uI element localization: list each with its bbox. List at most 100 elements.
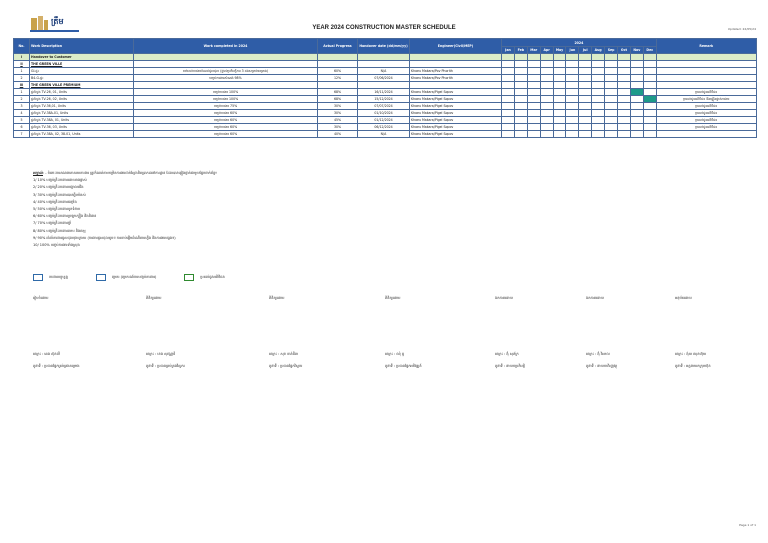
month-cell (629, 67, 644, 75)
month-header: Mar (526, 46, 541, 54)
row-progress: 30% (317, 123, 358, 131)
month-header: Aug (591, 46, 606, 54)
group-row: I Handover to Customer (13, 53, 757, 61)
row-progress: 30% (317, 102, 358, 110)
empty-cell (513, 60, 528, 68)
legend-label: ប្រគល់ជូនអតិថិជន (200, 275, 225, 279)
row-engineer: Khoeu Makara/Pigel Sopov (409, 88, 502, 96)
row-description: ផ្ទះល្វែង TV-26, 02, Units (29, 95, 134, 103)
row-engineer: Khoeu Makara/Pigel Sopov (409, 130, 502, 138)
row-no: III (13, 81, 30, 89)
group-row: III THE GREEN VILLE PREMIUM (13, 81, 757, 89)
month-cell (642, 102, 657, 110)
month-cell (513, 130, 528, 138)
empty-cell (317, 53, 358, 61)
row-engineer: Khoeu Makara/Pigel Sopov (409, 109, 502, 117)
note-item: 3/ 30% បញ្ចប់គ្រឹះការងារបាតធ្នឹមកំពស់ (33, 192, 86, 197)
month-cell (513, 74, 528, 82)
page-title: YEAR 2024 CONSTRUCTION MASTER SCHEDULE (312, 25, 456, 31)
empty-cell (578, 53, 593, 61)
month-cell (501, 130, 515, 138)
month-cell (629, 102, 644, 110)
note-item: 6/ 60% បញ្ចប់គ្រឹះការងារក្រឡាក្បឿង និងពិ… (33, 214, 97, 219)
month-cell (552, 109, 567, 117)
row-completed: បញ្ចប់ការងារ 60% (133, 109, 318, 117)
row-handover: 16/11/2024 (357, 88, 410, 96)
header-work-description: Work Description (29, 38, 134, 54)
month-cell (629, 116, 644, 124)
empty-cell (578, 81, 593, 89)
empty-cell (357, 60, 410, 68)
month-cell (591, 95, 606, 103)
schedule-bar (642, 95, 657, 103)
signature-name: ឈ្មោះ : ឆេង ស៊ុនលី (33, 352, 60, 356)
updated-date: Updated: 22/05/24 (727, 27, 756, 31)
signature-role: ពិនិត្យដោយ (269, 296, 285, 300)
signature-name: ឈ្មោះ : ឈុំ ឌួ (385, 352, 405, 356)
empty-cell (539, 60, 554, 68)
empty-cell (655, 60, 757, 68)
month-header: Jul (578, 46, 593, 54)
row-description: GI-ផ្ទះ (29, 67, 134, 75)
month-cell (565, 102, 580, 110)
row-progress: 12% (317, 74, 358, 82)
month-cell (591, 109, 606, 117)
empty-cell (133, 60, 318, 68)
month-cell (539, 74, 554, 82)
signature-title: តួនាទី : ប្រធានផ្នែកអភិវឌ្ឍន៍ (385, 364, 422, 368)
month-cell (604, 109, 619, 117)
month-cell (565, 109, 580, 117)
month-cell (513, 116, 528, 124)
month-cell (501, 116, 515, 124)
month-cell (526, 109, 541, 117)
row-description: ផ្ទះល្វែង TV-38A, 02, 38-01, Units (29, 130, 134, 138)
header-actual-progress: Actual Progress (317, 38, 358, 54)
empty-cell (357, 53, 410, 61)
row-remark (655, 67, 757, 75)
row-no: 1 (13, 88, 30, 96)
row-remark: ប្រគល់ជូនអតិថិជន (655, 88, 757, 96)
empty-cell (617, 53, 631, 61)
row-completed: បញ្ចប់ការងារ 60% (133, 130, 318, 138)
empty-cell (655, 81, 757, 89)
month-cell (526, 123, 541, 131)
empty-cell (655, 53, 757, 61)
month-cell (591, 130, 606, 138)
month-cell (539, 88, 554, 96)
schedule-table: No. Work Description Work completed in 2… (13, 38, 757, 138)
row-remark: ប្រគល់ជូនអតិថិជន (655, 102, 757, 110)
month-cell (501, 67, 515, 75)
month-cell (526, 116, 541, 124)
row-remark: ប្រគល់ជូនអតិថិជន (655, 123, 757, 131)
signature-title: តួនាទី : ប្រធានគ្រប់គ្រងវិស្វករ (146, 364, 185, 368)
empty-cell (591, 81, 606, 89)
signature-name: ឈ្មោះ : ខេង សុវណ្ណារី (146, 352, 176, 356)
empty-cell (642, 81, 657, 89)
table-row: 1 GI-ផ្ទះ នៅសល់ការងារកំណត់ជួសជុល (ផ្ទាល់ប្… (13, 67, 757, 75)
header-remark: Remark (655, 38, 757, 54)
month-cell (501, 109, 515, 117)
table-row: 7 ផ្ទះល្វែង TV-38A, 02, 38-01, Units បញ្ចប… (13, 130, 757, 138)
empty-cell (642, 60, 657, 68)
row-no: 2 (13, 95, 30, 103)
empty-cell (409, 60, 502, 68)
month-cell (539, 67, 554, 75)
signature-role: ពិនិត្យដោយ (146, 296, 162, 300)
note-item: 2/ 20% បញ្ចប់គ្រឹះការងារបង្គោលជើង (33, 185, 84, 190)
header-year: 2024 (501, 38, 657, 47)
row-description: ផ្ទះល្វែង TV-26, 01, Units (29, 88, 134, 96)
row-handover: 01/12/2024 (357, 116, 410, 124)
row-completed: បញ្ចប់ការងារ 100% (133, 88, 318, 96)
header-work-completed: Work completed in 2024 (133, 38, 318, 54)
header-engineer: Engineer(Civil/MEP) (409, 38, 502, 54)
row-no: 6 (13, 123, 30, 131)
month-cell (501, 102, 515, 110)
empty-cell (513, 81, 528, 89)
row-progress: 45% (317, 116, 358, 124)
group-title: THE GREEN VILLE PREMIUM (29, 81, 134, 89)
signature-title: តួនាទី : អគ្គនាយកក្រុមហ៊ុន (675, 364, 711, 368)
month-cell (617, 130, 631, 138)
table-row: 4 ផ្ទះល្វែង TV-38A-01, Units បញ្ចប់ការងារ … (13, 109, 757, 117)
empty-cell (604, 53, 619, 61)
row-description: B4-G-ផ្ទះ (29, 74, 134, 82)
